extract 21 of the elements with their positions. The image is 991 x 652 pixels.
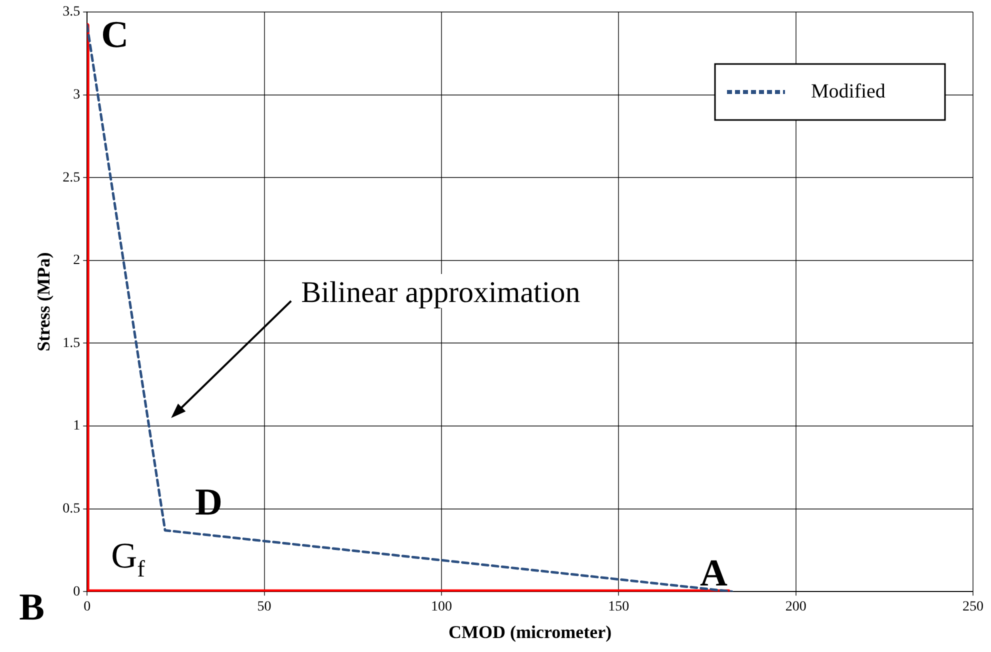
y-tick-label: 3 bbox=[73, 87, 80, 102]
x-tick-label: 50 bbox=[257, 600, 272, 615]
legend-label: Modified bbox=[811, 80, 886, 102]
y-tick-label: 2.5 bbox=[62, 170, 80, 186]
annotation: B bbox=[19, 586, 44, 629]
annotation: A bbox=[700, 552, 728, 595]
x-tick-label: 100 bbox=[430, 600, 452, 615]
y-axis-title: Stress (MPa) bbox=[33, 252, 54, 352]
x-tick-label: 0 bbox=[84, 600, 91, 615]
y-tick-label: 1 bbox=[73, 418, 80, 434]
x-tick-label: 150 bbox=[608, 600, 630, 615]
y-tick-label: 0 bbox=[73, 584, 80, 600]
annotation: Bilinear approximation bbox=[301, 276, 580, 309]
y-tick-label: 1.5 bbox=[62, 336, 80, 351]
x-tick-label: 250 bbox=[962, 600, 984, 615]
y-tick-label: 3.5 bbox=[62, 4, 80, 20]
x-axis-title: CMOD (micrometer) bbox=[448, 622, 612, 642]
y-tick-label: 0.5 bbox=[62, 501, 80, 516]
x-tick-label: 200 bbox=[785, 600, 806, 615]
y-tick-label: 2 bbox=[73, 253, 80, 268]
annotation: C bbox=[101, 14, 129, 56]
